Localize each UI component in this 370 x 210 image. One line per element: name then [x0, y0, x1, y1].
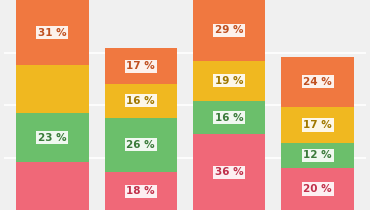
- Bar: [104, 84, 177, 118]
- Bar: [104, 172, 177, 210]
- Bar: [282, 168, 354, 210]
- Text: 23 %: 23 %: [38, 133, 67, 143]
- Text: 19 %: 19 %: [215, 76, 243, 86]
- Bar: [104, 118, 177, 172]
- Bar: [282, 143, 354, 168]
- Text: 29 %: 29 %: [215, 25, 243, 35]
- Text: 36 %: 36 %: [215, 167, 243, 177]
- Text: 26 %: 26 %: [127, 140, 155, 150]
- Text: 24 %: 24 %: [303, 77, 332, 87]
- Bar: [193, 101, 266, 134]
- Bar: [16, 65, 88, 113]
- Text: 20 %: 20 %: [303, 184, 332, 194]
- Text: 12 %: 12 %: [303, 150, 332, 160]
- Bar: [104, 48, 177, 84]
- Bar: [193, 134, 266, 210]
- Bar: [16, 113, 88, 162]
- Bar: [282, 107, 354, 143]
- Bar: [16, 0, 88, 65]
- Bar: [193, 61, 266, 101]
- Text: 16 %: 16 %: [215, 113, 243, 123]
- Bar: [16, 162, 88, 210]
- Bar: [282, 57, 354, 107]
- Bar: [193, 0, 266, 61]
- Text: 31 %: 31 %: [38, 28, 67, 38]
- Text: 17 %: 17 %: [127, 61, 155, 71]
- Text: 17 %: 17 %: [303, 120, 332, 130]
- Text: 18 %: 18 %: [127, 186, 155, 196]
- Text: 16 %: 16 %: [127, 96, 155, 106]
